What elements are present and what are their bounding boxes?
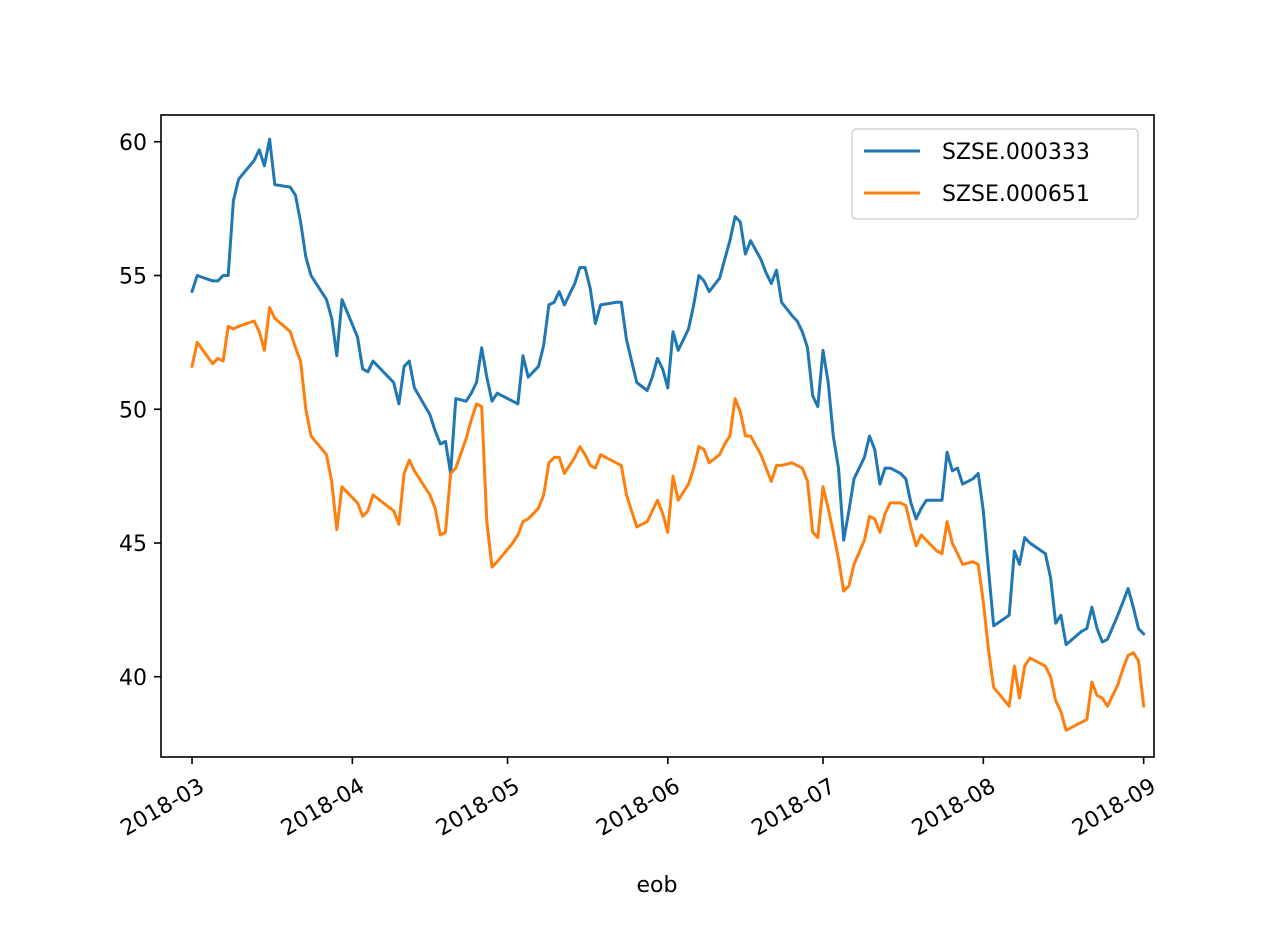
y-tick-label: 60 (119, 131, 147, 156)
y-tick-label: 45 (119, 532, 147, 557)
y-tick-label: 50 (119, 398, 147, 423)
legend: SZSE.000333 SZSE.000651 (851, 128, 1139, 220)
legend-frame (851, 128, 1139, 220)
series-line-szse-000333 (190, 137, 1146, 647)
y-axis: 40 45 50 55 60 (119, 131, 161, 691)
x-axis-label: eob (637, 873, 678, 898)
legend-label-szse-000333: SZSE.000333 (942, 140, 1090, 165)
plot-area (160, 114, 1155, 758)
series-line-szse-000651 (190, 306, 1146, 732)
y-tick-label: 40 (119, 666, 147, 691)
legend-label-szse-000651: SZSE.000651 (942, 182, 1090, 207)
y-tick-label: 55 (119, 265, 147, 290)
series-group (190, 137, 1146, 732)
